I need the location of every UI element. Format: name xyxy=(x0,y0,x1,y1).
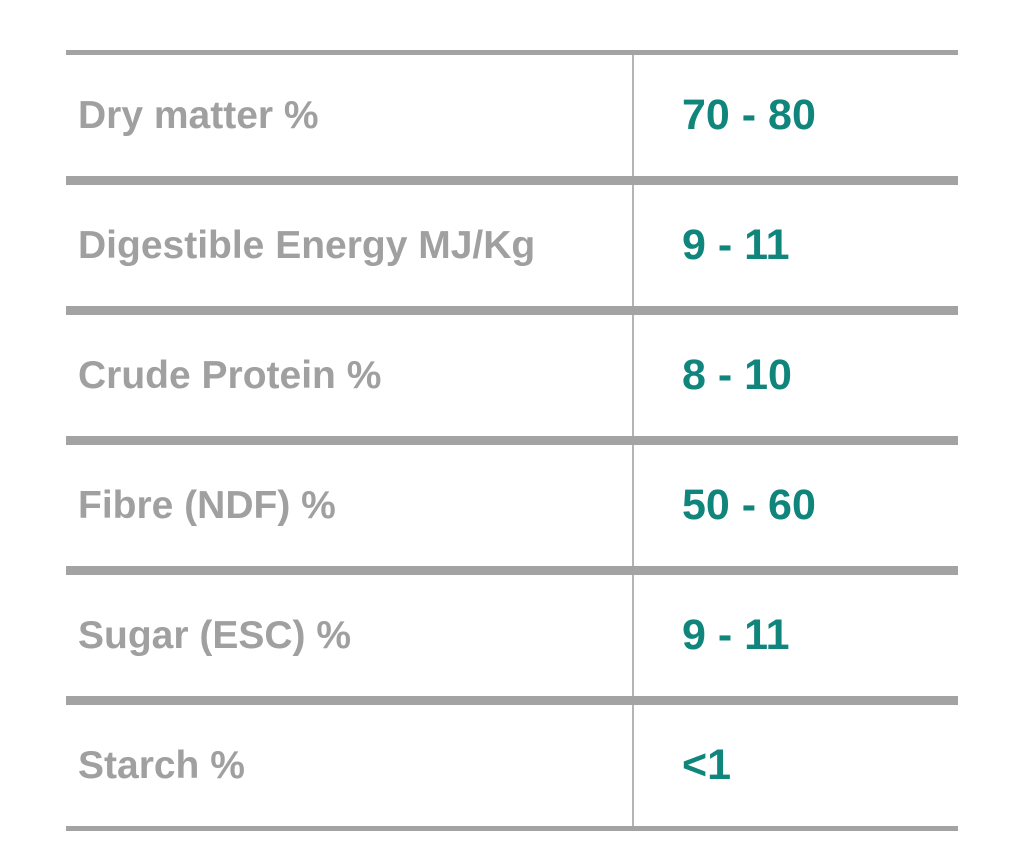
row-divider xyxy=(66,306,958,315)
row-value: 70 - 80 xyxy=(682,91,816,139)
table-bottom-rule xyxy=(66,826,958,831)
table-row-sugar: Sugar (ESC) % 9 - 11 xyxy=(66,575,958,696)
row-divider xyxy=(66,566,958,575)
row-value: 9 - 11 xyxy=(682,221,790,269)
row-divider xyxy=(66,436,958,445)
row-label: Digestible Energy MJ/Kg xyxy=(66,185,634,306)
row-divider xyxy=(66,176,958,185)
row-value: <1 xyxy=(682,741,732,789)
table-row-digestible-energy: Digestible Energy MJ/Kg 9 - 11 xyxy=(66,185,958,306)
table-row-dry-matter: Dry matter % 70 - 80 xyxy=(66,55,958,176)
row-value: 50 - 60 xyxy=(682,481,816,529)
row-label: Fibre (NDF) % xyxy=(66,445,634,566)
row-label: Sugar (ESC) % xyxy=(66,575,634,696)
row-label: Starch % xyxy=(66,705,634,826)
row-divider xyxy=(66,696,958,705)
row-value: 9 - 11 xyxy=(682,611,790,659)
table-row-starch: Starch % <1 xyxy=(66,705,958,826)
table-row-fibre: Fibre (NDF) % 50 - 60 xyxy=(66,445,958,566)
row-label: Dry matter % xyxy=(66,55,634,176)
table-row-crude-protein: Crude Protein % 8 - 10 xyxy=(66,315,958,436)
nutrition-table: Dry matter % 70 - 80 Digestible Energy M… xyxy=(66,50,958,831)
row-label: Crude Protein % xyxy=(66,315,634,436)
row-value: 8 - 10 xyxy=(682,351,792,399)
table-top-rule xyxy=(66,50,958,55)
